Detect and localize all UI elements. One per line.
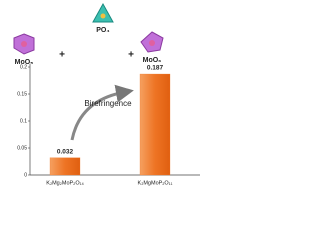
p-atom — [100, 13, 106, 19]
plus-sign: + — [59, 50, 65, 61]
mo-atom — [21, 41, 27, 47]
arrow — [70, 84, 134, 141]
x-tick-label: K₂Mg₂MoP₂O₁₄ — [46, 180, 84, 186]
y-tick-label: 0.2 — [20, 64, 27, 70]
chart: + + MoO₅ PO₄ MoO₆ Birefringence 0 0.05 0.1… — [13, 2, 200, 186]
bar — [139, 73, 171, 176]
annotation: MoO₆ — [143, 57, 162, 64]
annotation: PO₄ — [96, 27, 109, 34]
y-tick-label: 0.15 — [17, 91, 27, 97]
y-tick-label: 0.1 — [20, 118, 27, 124]
page: + + MoO₅ PO₄ MoO₆ Birefringence 0 0.05 0.1… — [13, 2, 200, 187]
bar — [49, 157, 81, 176]
annotation: Birefringence — [84, 99, 132, 108]
x-tick-label: K₂MgMoP₂O₁₁ — [138, 180, 173, 186]
mo-atom — [149, 40, 155, 46]
y-tick-label: 0.05 — [17, 145, 27, 151]
plus-sign: + — [128, 50, 134, 61]
value-label: 0.187 — [147, 65, 164, 72]
y-tick-label: 0 — [24, 172, 27, 178]
value-label: 0.032 — [57, 148, 74, 155]
annotation: MoO₅ — [15, 59, 34, 66]
po4-icon — [92, 2, 114, 23]
